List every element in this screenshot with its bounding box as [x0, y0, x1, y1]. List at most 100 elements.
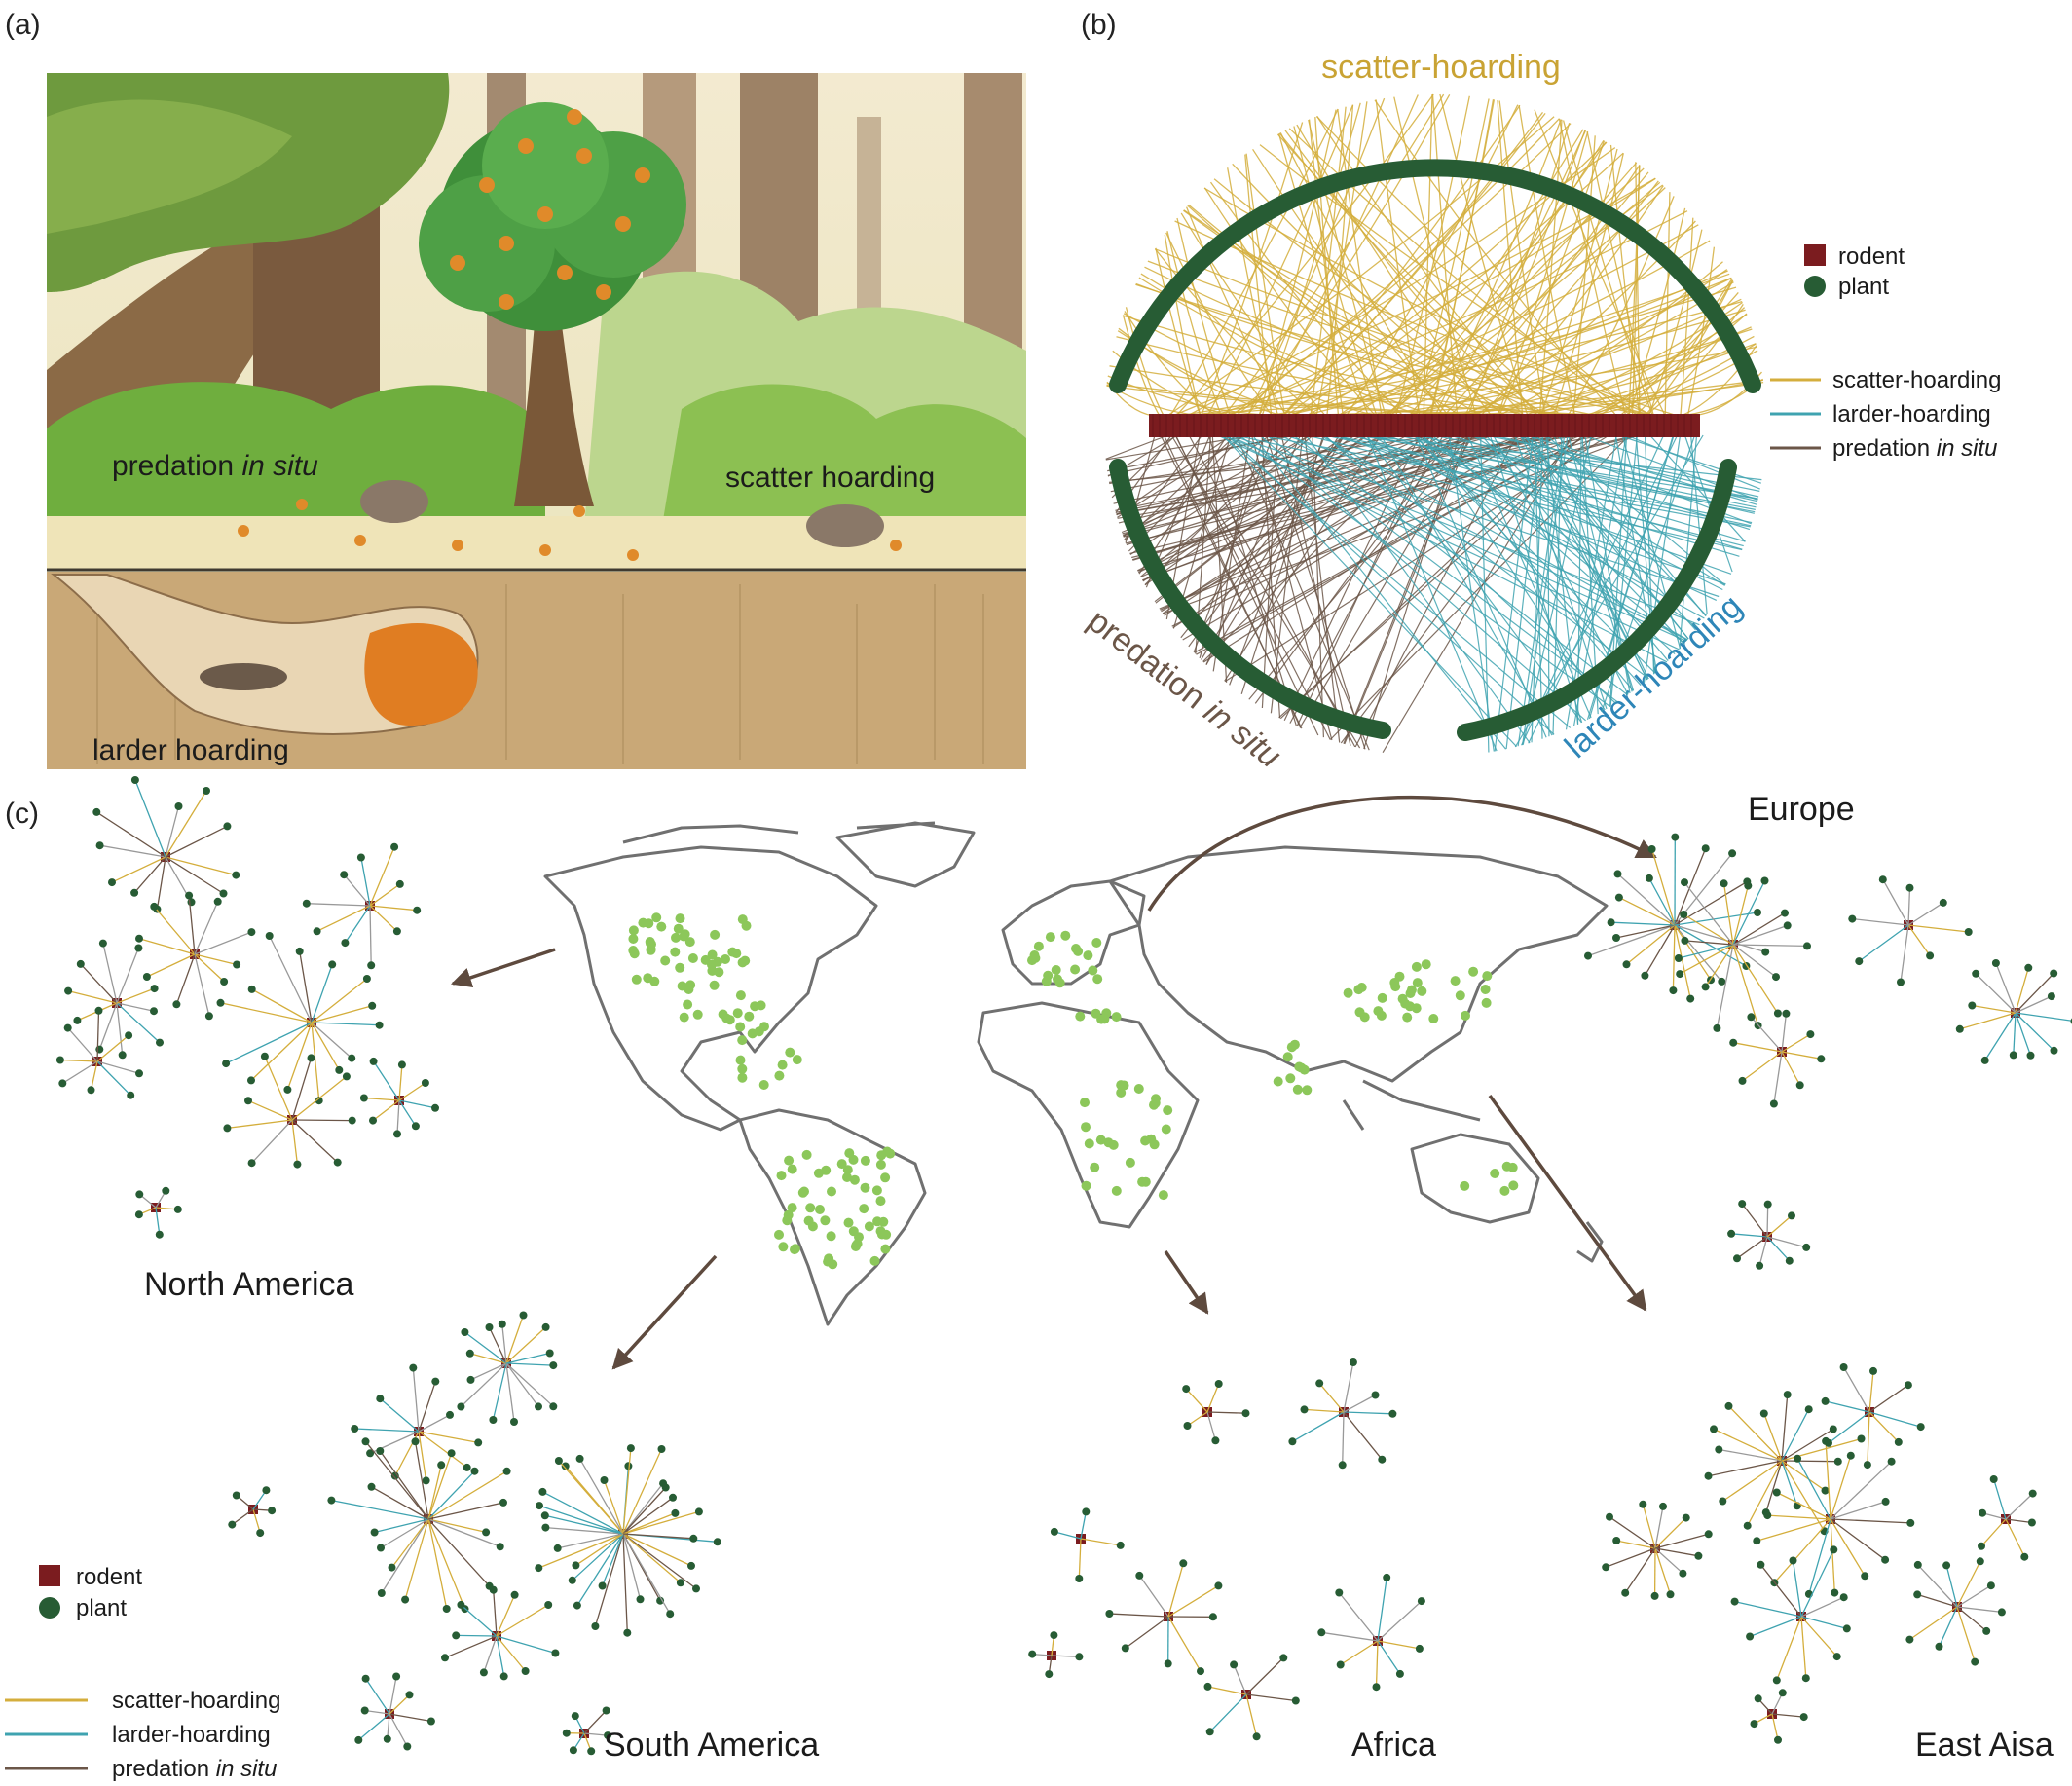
network-link	[1713, 1428, 1783, 1462]
network-link	[306, 903, 371, 907]
study-site-dot	[860, 1182, 870, 1193]
network-link	[1109, 1613, 1169, 1618]
network-plant-node	[1317, 1628, 1326, 1637]
network-plant-node	[1701, 983, 1710, 991]
network-plant-node	[1288, 1437, 1297, 1446]
network-plant-node	[689, 1534, 698, 1543]
chord-title-scatter: scatter-hoarding	[1321, 49, 1561, 86]
chord-link-predation	[1113, 434, 1443, 504]
network-plant-node	[247, 1159, 256, 1168]
network-link	[1867, 1411, 1870, 1466]
study-site-dot	[628, 946, 639, 955]
network-link	[373, 1060, 400, 1101]
network-plant-node	[1801, 1674, 1810, 1683]
network-plant-node	[1378, 1455, 1387, 1464]
map-south-america	[738, 1108, 927, 1326]
chord-link-scatter	[1390, 141, 1607, 417]
network-plant-node	[1415, 1644, 1424, 1653]
chord-link-scatter	[1252, 148, 1450, 417]
study-site-dot	[774, 1070, 785, 1081]
chord-link-scatter	[1644, 279, 1734, 417]
network-plant-node	[587, 1747, 596, 1756]
network-link	[156, 856, 166, 910]
region-label-south-america: South America	[604, 1727, 819, 1764]
arrow-to-africa	[1164, 1250, 1209, 1315]
network-link	[1167, 1563, 1184, 1618]
network-plant-node	[421, 1079, 429, 1087]
network-link	[2015, 967, 2029, 1014]
network-plant-node	[375, 1021, 384, 1029]
network-link	[1766, 1204, 1769, 1238]
study-site-dot	[628, 925, 639, 936]
network-plant-node	[452, 1631, 461, 1640]
network-plant-node	[1612, 934, 1620, 942]
chord-link-predation	[1162, 434, 1429, 614]
network-plant-node	[498, 1320, 506, 1328]
network-link	[505, 1362, 539, 1407]
network-link	[492, 1362, 507, 1421]
network-plant-node	[340, 871, 349, 879]
network-link	[545, 1526, 624, 1535]
network-link	[1800, 1616, 1838, 1657]
network-link	[316, 905, 371, 932]
network-link	[622, 1448, 663, 1535]
network-link	[194, 931, 252, 955]
network-link	[1766, 1236, 1791, 1262]
chord-link-larder	[1305, 434, 1531, 744]
region-label-north-america: North America	[144, 1266, 353, 1303]
network-link	[493, 1589, 498, 1637]
study-site-dot	[1455, 990, 1465, 1001]
network-link	[311, 1005, 373, 1023]
network-plant-node	[376, 1447, 385, 1455]
chord-link-scatter	[1166, 232, 1274, 417]
plant-arc-predation	[1109, 459, 1391, 739]
network-plant-node	[333, 1158, 342, 1167]
network-plant-node	[204, 1012, 213, 1021]
network-plant-node	[1680, 911, 1688, 918]
chord-link-scatter	[1431, 93, 1459, 417]
network-link	[1654, 1517, 1687, 1549]
study-site-dot	[638, 917, 648, 928]
network-link	[311, 964, 333, 1023]
network-link	[1945, 1565, 1958, 1608]
network-plant-node	[1075, 1653, 1084, 1661]
network-plant-node	[1916, 1423, 1925, 1432]
network-link	[1938, 1606, 1958, 1648]
network-link	[427, 1452, 453, 1520]
network-plant-node	[1214, 1380, 1223, 1388]
chord-link-scatter	[1284, 277, 1732, 417]
chord-link-predation	[1129, 434, 1311, 555]
network-plant-node	[1686, 994, 1695, 1003]
network-link	[427, 1470, 475, 1520]
legend-larder-label: larder-hoarding	[1832, 401, 1991, 428]
network-plant-node	[293, 1160, 302, 1169]
chord-link-larder	[1260, 434, 1751, 528]
network-link	[418, 1431, 427, 1481]
network-link	[1808, 1518, 1832, 1595]
network-link	[194, 953, 210, 1017]
chord-link-scatter	[1498, 140, 1606, 417]
study-site-dot	[741, 920, 752, 931]
network-plant-node	[401, 1595, 410, 1604]
chord-link-larder	[1364, 434, 1756, 510]
study-site-dot	[880, 1172, 891, 1183]
network-plant-node	[510, 1418, 518, 1426]
study-site-dot	[1405, 1001, 1415, 1012]
network-plant-node	[1997, 1608, 2006, 1617]
network-link	[505, 1352, 550, 1364]
study-site-dot	[827, 1186, 836, 1197]
network-link	[1610, 921, 1676, 926]
chord-link-scatter	[1497, 131, 1589, 417]
network-plant-node	[354, 1735, 363, 1744]
network-plant-node	[1887, 1457, 1896, 1466]
network-link	[1340, 1640, 1379, 1666]
plant-arc-scatter	[1109, 159, 1761, 393]
network-link	[1781, 1460, 1826, 1492]
chord-link-scatter	[1326, 104, 1354, 417]
network-link	[1672, 924, 1676, 991]
network-plant-node	[1182, 1385, 1191, 1394]
network-plant-node	[265, 932, 274, 940]
legend-c-scatter-label: scatter-hoarding	[112, 1688, 280, 1714]
study-site-dot	[864, 1221, 874, 1232]
